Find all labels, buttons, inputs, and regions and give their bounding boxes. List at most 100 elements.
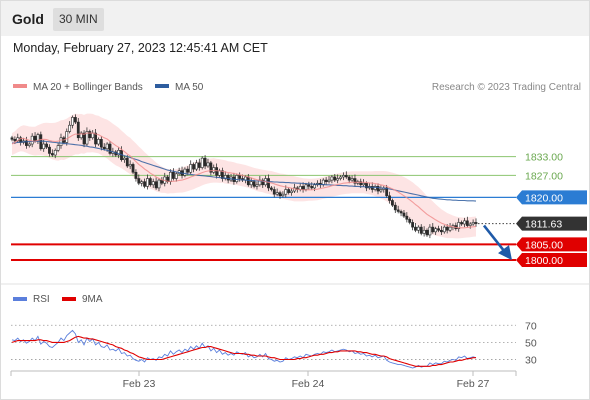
candle-body (327, 179, 331, 182)
candle-body (88, 131, 92, 139)
candle-body (269, 187, 273, 190)
candle-body (393, 204, 397, 211)
candle-body (82, 132, 86, 145)
research-credit: Research © 2023 Trading Central (432, 82, 581, 93)
candle-body (151, 181, 155, 186)
candle-body (226, 175, 230, 181)
candle-body (324, 179, 328, 182)
candle-body (370, 186, 374, 190)
candle-body (463, 220, 466, 225)
candle-body (102, 146, 106, 150)
candle-body (53, 150, 57, 156)
candle-body (68, 124, 72, 132)
candle-body (220, 170, 224, 179)
candle-body (333, 176, 337, 181)
candle-body (261, 179, 265, 186)
candle-body (71, 117, 74, 126)
candle-body (399, 211, 403, 214)
candle-body (105, 143, 109, 150)
candle-body (313, 184, 317, 189)
candle-body (76, 121, 80, 139)
candle-body (122, 157, 126, 161)
candle-body (307, 184, 311, 187)
candle-body (65, 131, 69, 143)
rsi-tick-label: 70 (525, 320, 537, 332)
ma50-legend-label: MA 50 (175, 82, 204, 93)
candle-body (94, 132, 97, 145)
candle-body (140, 181, 144, 184)
rsi-tick-label: 30 (525, 354, 537, 366)
candle-body (238, 175, 242, 179)
candle-body (278, 192, 282, 197)
support-label: 1800.00 (525, 255, 563, 267)
current-price-box (516, 216, 587, 231)
candle-body (330, 176, 334, 181)
candle-body (203, 157, 207, 167)
ma50-legend-swatch (155, 84, 169, 88)
candle-body (425, 229, 429, 236)
candle-body (42, 143, 46, 150)
candle-body (200, 157, 204, 168)
candle-body (252, 181, 256, 187)
candle-body (287, 189, 291, 193)
candle-body (27, 143, 31, 146)
candle-body (59, 137, 63, 146)
candle-body (146, 178, 149, 187)
candle-body (131, 164, 135, 173)
instrument-title: Gold (12, 11, 44, 27)
candle-body (10, 137, 14, 140)
candle-body (235, 175, 239, 182)
candle-body (160, 179, 164, 184)
candle-body (437, 228, 440, 231)
rsi-legend-label: RSI (33, 294, 50, 305)
candle-body (339, 176, 342, 179)
candle-body (108, 143, 112, 154)
pivot-label: 1820.00 (525, 192, 563, 204)
candle-body (416, 226, 420, 231)
candle-body (137, 178, 141, 184)
candle-body (249, 181, 253, 186)
candle-body (442, 226, 446, 233)
candle-body (388, 195, 391, 201)
candle-body (431, 226, 435, 233)
ma20-line (11, 132, 477, 229)
candle-body (347, 176, 351, 181)
candle-body (405, 215, 409, 220)
candle-body (304, 184, 308, 190)
candle-body (301, 186, 305, 190)
interval-badge[interactable]: 30 MIN (53, 8, 104, 31)
candle-body (30, 135, 34, 145)
candle-body (154, 181, 158, 189)
pivot-label-box (516, 190, 587, 205)
candle-body (365, 182, 368, 189)
candle-body (344, 175, 348, 178)
candle-body (45, 143, 48, 148)
candle-body (99, 139, 103, 148)
candle-body (353, 178, 357, 184)
candle-body (134, 171, 138, 179)
candle-body (197, 162, 201, 168)
candle-body (445, 226, 449, 231)
candle-body (125, 157, 129, 167)
candle-body (195, 162, 198, 170)
candle-body (342, 175, 345, 178)
candle-body (396, 209, 400, 212)
support-label: 1805.00 (525, 239, 563, 251)
candle-body (385, 187, 389, 197)
candle-body (402, 212, 406, 217)
rsi-ma-legend-swatch (62, 297, 76, 301)
time-axis: Feb 23 Feb 24 Feb 27 (10, 371, 517, 390)
candle-body (97, 139, 100, 145)
rsi-panel: 70 50 30 (11, 320, 537, 369)
candle-body (428, 226, 432, 236)
candle-body (183, 168, 187, 176)
candle-body (440, 229, 443, 233)
candle-body (474, 222, 478, 224)
time-tick-label: Feb 27 (457, 378, 490, 390)
candle-body (414, 226, 417, 231)
candle-body (192, 164, 195, 170)
candle-body (13, 139, 17, 142)
candle-body (275, 192, 279, 195)
candle-body (209, 162, 213, 173)
